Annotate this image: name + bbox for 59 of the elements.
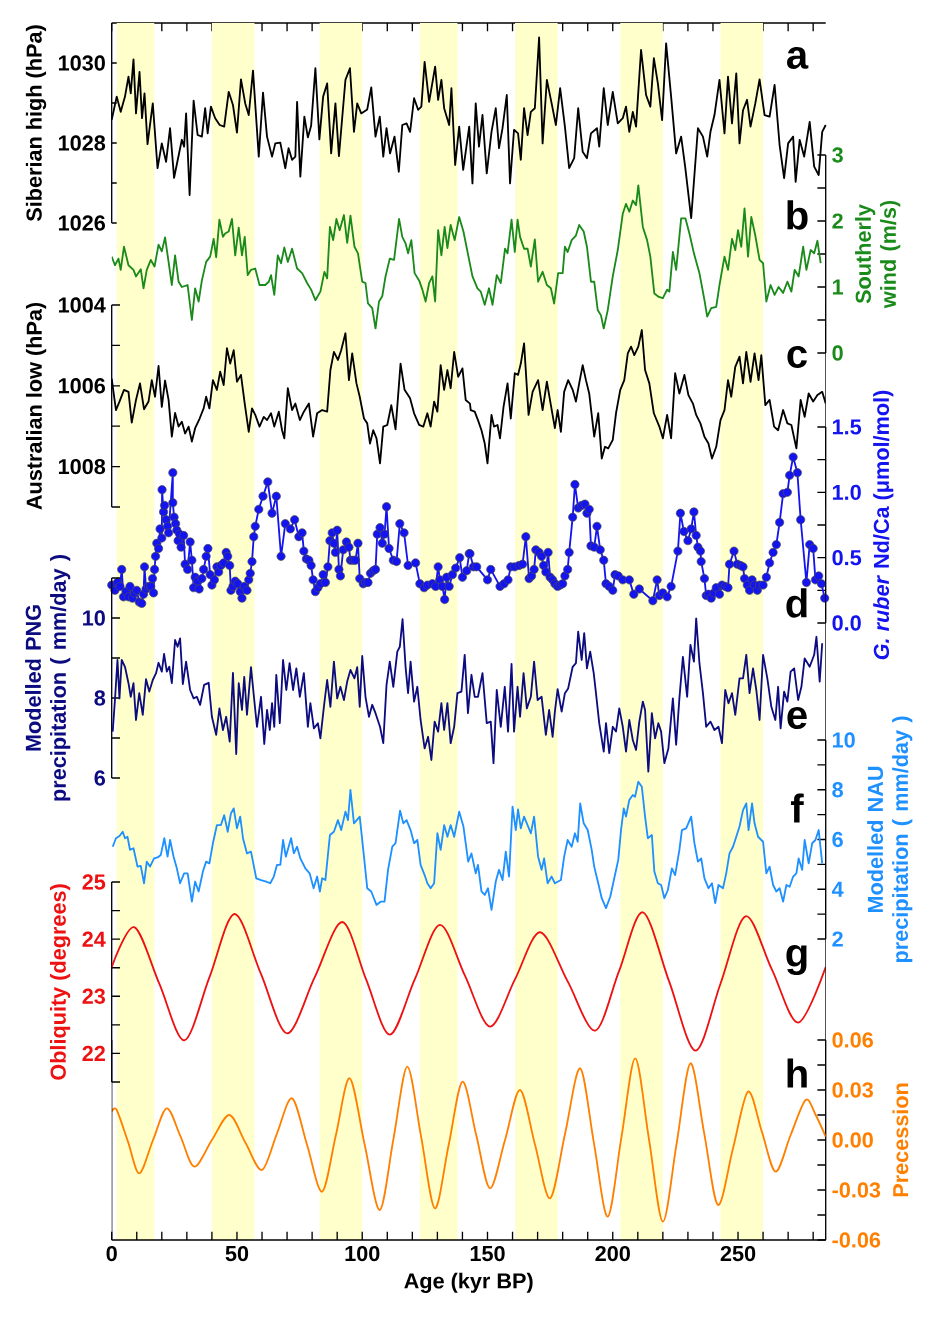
y2-tick-label: 4 [831,881,844,897]
y2-axis-title: Precession [892,1083,909,1197]
y2-axis-title: Southerly wind (m/s) [855,200,901,309]
y2-tick-label: 0.06 [832,1032,873,1048]
line-series [111,911,826,1052]
line-series [111,617,824,773]
x-tick-label: 50 [225,1245,249,1262]
y-tick-label: 1026 [58,215,106,231]
annotation: a [787,47,809,69]
y2-tick-label: 2 [832,931,843,947]
y2-tick-label: -0.06 [832,1232,881,1248]
y-tick-label: 1006 [58,378,106,394]
x-tick-label: 250 [720,1245,756,1262]
y2-tick-label: 0.5 [832,549,862,566]
annotation: f [791,793,804,823]
y2-tick-label: 8 [832,782,843,798]
y-axis-title: Australian low (hPa) [25,302,47,510]
y2-tick-label: 1.5 [832,419,862,435]
y2-tick-label: 0.0 [832,615,861,631]
annotation: h [787,1058,807,1088]
y-tick-label: 1004 [58,297,106,313]
y2-axis-title: Modelled NAU precipitation ( mm/day ) [867,716,913,963]
y-tick-label: 6 [94,770,106,786]
line-series [111,1057,826,1223]
y-tick-label: 1008 [58,458,106,475]
y2-tick-label: -0.03 [832,1182,881,1198]
line-series [111,184,822,330]
x-axis-title: Age (kyr BP) [404,1272,533,1293]
y-tick-label: 10 [83,610,105,626]
y-axis-title: Siberian high (hPa) [25,25,47,222]
y2-axis-title: G. ruber Nd/Ca (μmol/mol) [873,390,894,660]
annotation: d [786,588,807,618]
x-tick-label: 0 [106,1245,117,1262]
y-tick-label: 25 [82,874,106,890]
annotation: b [787,200,808,230]
annotation: g [786,944,807,975]
y2-tick-label: 0 [832,345,843,361]
y-axis-title: Modelled PNG precipitation ( mm/day ) [25,555,71,801]
y-tick-label: 24 [82,931,106,947]
annotation: e [787,707,807,729]
annotation: c [787,346,807,368]
x-tick-label: 150 [470,1245,505,1262]
x-tick-label: 200 [595,1245,630,1262]
x-tick-label: 100 [345,1245,380,1262]
y-tick-label: 1030 [58,55,105,71]
y-tick-label: 22 [82,1045,105,1061]
y2-tick-label: 2 [832,213,843,229]
y-tick-label: 8 [94,690,106,706]
y2-tick-label: 6 [832,831,843,848]
y2-tick-label: 3 [832,147,843,163]
line-series [111,780,824,911]
y2-tick-label: 10 [832,732,855,748]
y2-tick-label: 0.03 [832,1082,873,1098]
y-axis-title: Obliquity (degrees) [49,884,71,1080]
y2-tick-label: 1 [832,279,844,295]
y-tick-label: 23 [82,988,106,1004]
y2-tick-label: 1.0 [832,484,861,500]
y2-tick-label: 0.00 [832,1132,873,1148]
y-tick-label: 1028 [58,135,106,151]
